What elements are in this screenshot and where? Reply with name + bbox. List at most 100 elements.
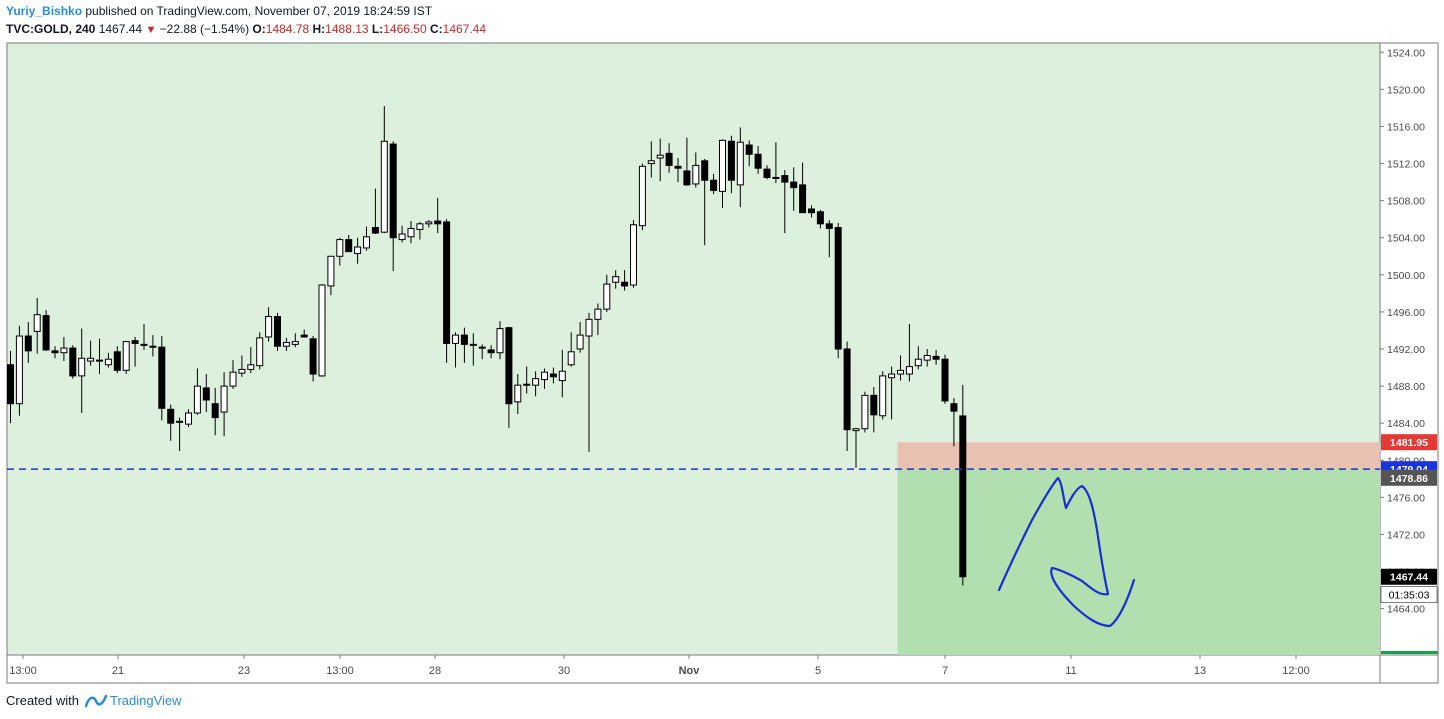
candle-body[interactable] bbox=[460, 334, 468, 345]
candle-body[interactable] bbox=[42, 315, 50, 351]
candle-body[interactable] bbox=[140, 343, 148, 346]
candle-body[interactable] bbox=[834, 227, 842, 350]
candle-body[interactable] bbox=[523, 383, 531, 386]
candle-body[interactable] bbox=[51, 350, 59, 354]
candle-body[interactable] bbox=[558, 370, 566, 382]
candle-body[interactable] bbox=[229, 371, 237, 387]
candle-body[interactable] bbox=[60, 347, 68, 354]
candle-body[interactable] bbox=[567, 351, 575, 366]
candle-body[interactable] bbox=[674, 165, 682, 169]
candle-body[interactable] bbox=[505, 327, 513, 405]
candle-body[interactable] bbox=[185, 412, 192, 425]
candle-body[interactable] bbox=[469, 343, 477, 346]
candle-body[interactable] bbox=[808, 208, 815, 214]
candle-body[interactable] bbox=[514, 384, 522, 403]
candle-body[interactable] bbox=[452, 334, 459, 344]
candle-body[interactable] bbox=[345, 239, 353, 253]
candle-body[interactable] bbox=[932, 355, 940, 360]
candle-body[interactable] bbox=[843, 348, 851, 431]
candle-body[interactable] bbox=[790, 181, 798, 189]
candle-body[interactable] bbox=[852, 428, 860, 432]
candle-body[interactable] bbox=[905, 366, 913, 375]
candle-body[interactable] bbox=[576, 334, 584, 350]
freehand-projection-drawing[interactable] bbox=[997, 476, 1136, 628]
candle-body[interactable] bbox=[816, 211, 824, 225]
candle-body[interactable] bbox=[291, 341, 299, 345]
candle-body[interactable] bbox=[621, 281, 629, 287]
candle-body[interactable] bbox=[781, 175, 789, 183]
candle-body[interactable] bbox=[941, 358, 949, 402]
candle-body[interactable] bbox=[763, 168, 771, 178]
candle-body[interactable] bbox=[861, 394, 869, 430]
candle-body[interactable] bbox=[496, 328, 504, 354]
candle-body[interactable] bbox=[701, 160, 709, 181]
candle-body[interactable] bbox=[710, 179, 718, 191]
candle-body[interactable] bbox=[274, 316, 281, 347]
candle-body[interactable] bbox=[549, 373, 557, 378]
candle-body[interactable] bbox=[220, 385, 228, 413]
price-axis[interactable] bbox=[1380, 43, 1438, 655]
candle-body[interactable] bbox=[719, 139, 726, 192]
candle-body[interactable] bbox=[736, 141, 744, 186]
candle-body[interactable] bbox=[416, 223, 424, 230]
candle-body[interactable] bbox=[193, 385, 201, 414]
candle-body[interactable] bbox=[656, 154, 664, 159]
candle-body[interactable] bbox=[318, 284, 326, 377]
candle-body[interactable] bbox=[745, 144, 753, 155]
candle-body[interactable] bbox=[727, 140, 735, 181]
candle-body[interactable] bbox=[211, 403, 219, 419]
candle-body[interactable] bbox=[434, 220, 442, 225]
candle-body[interactable] bbox=[407, 227, 415, 238]
candle-body[interactable] bbox=[238, 368, 246, 374]
candle-body[interactable] bbox=[247, 364, 255, 370]
candle-body[interactable] bbox=[772, 176, 780, 179]
candle-body[interactable] bbox=[532, 378, 540, 386]
candle-body[interactable] bbox=[692, 164, 700, 185]
candle-body[interactable] bbox=[327, 255, 335, 287]
candle-body[interactable] bbox=[149, 345, 157, 348]
candle-body[interactable] bbox=[363, 236, 370, 249]
candle-body[interactable] bbox=[603, 283, 611, 310]
candle-body[interactable] bbox=[888, 373, 896, 379]
candle-body[interactable] bbox=[398, 233, 406, 241]
candle-body[interactable] bbox=[647, 160, 655, 165]
candle-body[interactable] bbox=[371, 227, 379, 234]
candle-body[interactable] bbox=[15, 335, 23, 405]
candle-body[interactable] bbox=[104, 358, 112, 366]
candle-body[interactable] bbox=[282, 342, 290, 347]
candle-body[interactable] bbox=[354, 246, 362, 254]
candle-body[interactable] bbox=[122, 341, 130, 371]
candle-body[interactable] bbox=[24, 335, 32, 352]
candle-body[interactable] bbox=[87, 357, 95, 362]
candle-body[interactable] bbox=[78, 357, 86, 377]
candle-body[interactable] bbox=[380, 140, 388, 233]
candle-body[interactable] bbox=[638, 165, 646, 227]
candle-body[interactable] bbox=[870, 394, 878, 416]
tradingview-link[interactable]: TradingView bbox=[110, 693, 182, 708]
candle-body[interactable] bbox=[425, 221, 433, 225]
candle-body[interactable] bbox=[914, 358, 922, 367]
candle-body[interactable] bbox=[96, 359, 103, 362]
candle-body[interactable] bbox=[754, 153, 762, 169]
candle-body[interactable] bbox=[265, 316, 273, 338]
candle-body[interactable] bbox=[897, 369, 904, 375]
candle-body[interactable] bbox=[612, 276, 620, 283]
author-link[interactable]: Yuriy_Bishko bbox=[6, 4, 83, 18]
candle-body[interactable] bbox=[7, 364, 14, 405]
candle-body[interactable] bbox=[131, 340, 139, 344]
candle-body[interactable] bbox=[478, 346, 486, 349]
profit-target-zone[interactable] bbox=[897, 469, 1381, 655]
candle-body[interactable] bbox=[825, 223, 833, 229]
candle-body[interactable] bbox=[959, 415, 967, 578]
candle-body[interactable] bbox=[300, 334, 308, 338]
candle-body[interactable] bbox=[69, 347, 77, 377]
candle-body[interactable] bbox=[443, 221, 451, 344]
candle-body[interactable] bbox=[879, 375, 887, 417]
candle-body[interactable] bbox=[158, 346, 166, 409]
candle-body[interactable] bbox=[585, 318, 593, 337]
candle-body[interactable] bbox=[202, 387, 210, 401]
candle-body[interactable] bbox=[33, 314, 41, 332]
candle-body[interactable] bbox=[594, 308, 602, 320]
candle-body[interactable] bbox=[389, 143, 397, 239]
